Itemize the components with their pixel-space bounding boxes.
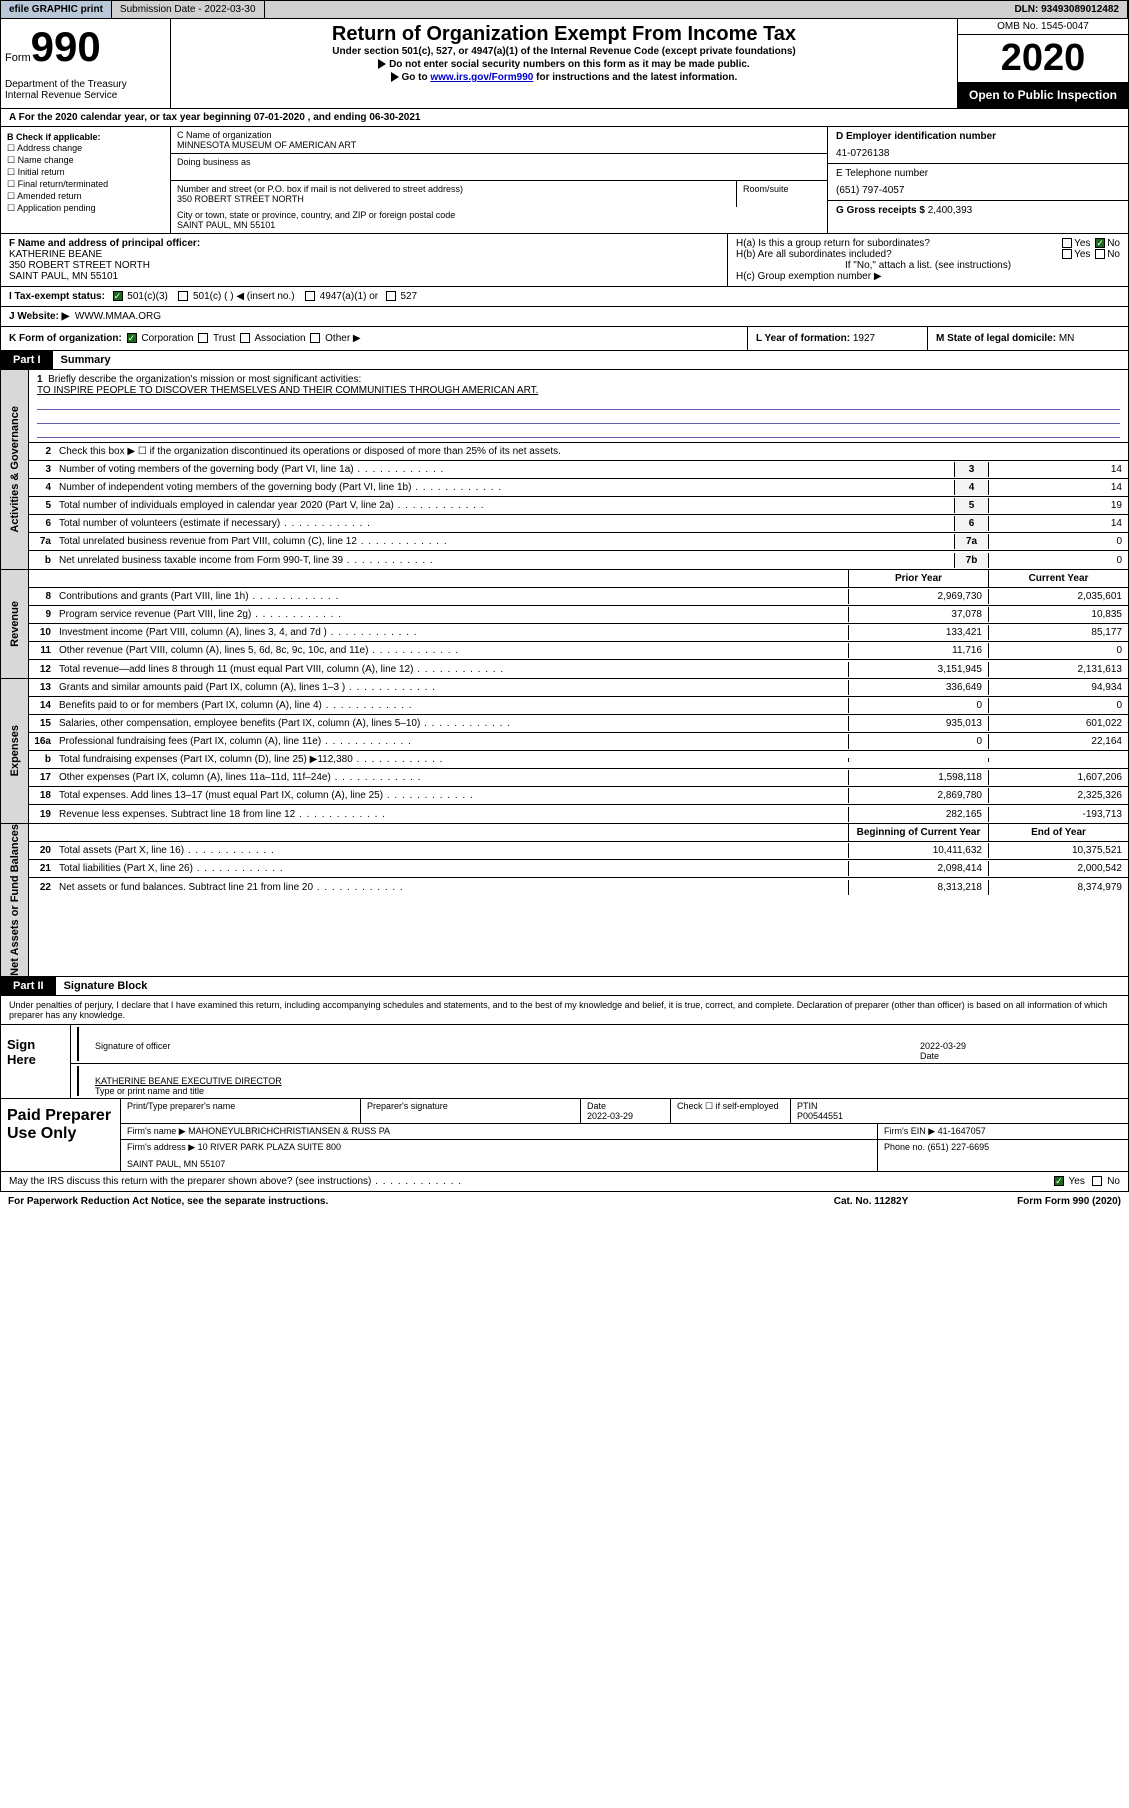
summary-row: 11Other revenue (Part VIII, column (A), …	[29, 642, 1128, 660]
netassets-section: Net Assets or Fund Balances Beginning of…	[0, 824, 1129, 977]
form-header: Form990 Department of the Treasury Inter…	[0, 19, 1129, 109]
summary-row: 7aTotal unrelated business revenue from …	[29, 533, 1128, 551]
expenses-section: Expenses 13Grants and similar amounts pa…	[0, 679, 1129, 824]
part-ii-header: Part II Signature Block	[0, 977, 1129, 996]
summary-row: 13Grants and similar amounts paid (Part …	[29, 679, 1128, 697]
submission-date-label: Submission Date - 2022-03-30	[112, 1, 265, 18]
dln: DLN: 93493089012482	[1006, 1, 1128, 18]
section-b-c-d: B Check if applicable: ☐ Address change …	[0, 127, 1129, 234]
section-j-website: J Website: ▶ WWW.MMAA.ORG	[0, 307, 1129, 327]
part-i-header: Part I Summary	[0, 351, 1129, 370]
summary-row: 10Investment income (Part VIII, column (…	[29, 624, 1128, 642]
instructions-link[interactable]: www.irs.gov/Form990	[430, 72, 533, 83]
penalty-statement: Under penalties of perjury, I declare th…	[0, 996, 1129, 1025]
top-toolbar: efile GRAPHIC print Submission Date - 20…	[0, 0, 1129, 19]
summary-row: 5Total number of individuals employed in…	[29, 497, 1128, 515]
omb-number: OMB No. 1545-0047	[958, 19, 1128, 35]
summary-row: 19Revenue less expenses. Subtract line 1…	[29, 805, 1128, 823]
summary-row: 15Salaries, other compensation, employee…	[29, 715, 1128, 733]
summary-row: 12Total revenue—add lines 8 through 11 (…	[29, 660, 1128, 678]
sign-here-block: Sign Here Signature of officer2022-03-29…	[0, 1025, 1129, 1099]
summary-row: 9Program service revenue (Part VIII, lin…	[29, 606, 1128, 624]
summary-row: 4Number of independent voting members of…	[29, 479, 1128, 497]
summary-row: 20Total assets (Part X, line 16)10,411,6…	[29, 842, 1128, 860]
efile-print-button[interactable]: efile GRAPHIC print	[1, 1, 112, 18]
form-prefix: Form	[5, 52, 31, 64]
section-i-tax-status: I Tax-exempt status: 501(c)(3) 501(c) ( …	[0, 287, 1129, 307]
governance-section: Activities & Governance 1 Briefly descri…	[0, 370, 1129, 570]
form-number: 990	[31, 23, 101, 71]
form-title: Return of Organization Exempt From Incom…	[179, 23, 949, 46]
summary-row: 6Total number of volunteers (estimate if…	[29, 515, 1128, 533]
summary-row: 16aProfessional fundraising fees (Part I…	[29, 733, 1128, 751]
note-link-post: for instructions and the latest informat…	[533, 72, 737, 83]
summary-row: bNet unrelated business taxable income f…	[29, 551, 1128, 569]
section-d-ein: D Employer identification number41-07261…	[828, 127, 1128, 164]
arrow-icon	[378, 59, 386, 69]
section-f-officer: F Name and address of principal officer:…	[1, 234, 728, 286]
summary-row: 14Benefits paid to or for members (Part …	[29, 697, 1128, 715]
line-a-tax-year: A For the 2020 calendar year, or tax yea…	[0, 109, 1129, 127]
section-h: H(a) Is this a group return for subordin…	[728, 234, 1128, 286]
paid-preparer-block: Paid Preparer Use Only Print/Type prepar…	[0, 1099, 1129, 1172]
revenue-section: Revenue Prior YearCurrent Year 8Contribu…	[0, 570, 1129, 679]
summary-row: 18Total expenses. Add lines 13–17 (must …	[29, 787, 1128, 805]
section-f-h: F Name and address of principal officer:…	[0, 234, 1129, 287]
note-ssn: Do not enter social security numbers on …	[389, 59, 750, 70]
summary-row: 8Contributions and grants (Part VIII, li…	[29, 588, 1128, 606]
mission-block: 1 Briefly describe the organization's mi…	[29, 370, 1128, 443]
arrow-icon	[391, 72, 399, 82]
page-footer: For Paperwork Reduction Act Notice, see …	[0, 1192, 1129, 1211]
dept-treasury: Department of the Treasury Internal Reve…	[5, 79, 166, 101]
irs-discuss-row: May the IRS discuss this return with the…	[0, 1172, 1129, 1192]
section-b: B Check if applicable: ☐ Address change …	[1, 127, 171, 233]
form-subtitle: Under section 501(c), 527, or 4947(a)(1)…	[179, 46, 949, 57]
summary-row: 21Total liabilities (Part X, line 26)2,0…	[29, 860, 1128, 878]
section-e-phone: E Telephone number(651) 797-4057	[828, 164, 1128, 201]
summary-row: bTotal fundraising expenses (Part IX, co…	[29, 751, 1128, 769]
note-link-pre: Go to	[401, 72, 430, 83]
section-c: C Name of organizationMINNESOTA MUSEUM O…	[171, 127, 828, 233]
section-k-l-m: K Form of organization: Corporation Trus…	[0, 327, 1129, 351]
open-to-public: Open to Public Inspection	[958, 82, 1128, 108]
summary-row: 22Net assets or fund balances. Subtract …	[29, 878, 1128, 896]
section-g-receipts: G Gross receipts $ 2,400,393	[828, 201, 1128, 220]
tax-year: 2020	[958, 35, 1128, 82]
summary-row: 3Number of voting members of the governi…	[29, 461, 1128, 479]
summary-row: 17Other expenses (Part IX, column (A), l…	[29, 769, 1128, 787]
